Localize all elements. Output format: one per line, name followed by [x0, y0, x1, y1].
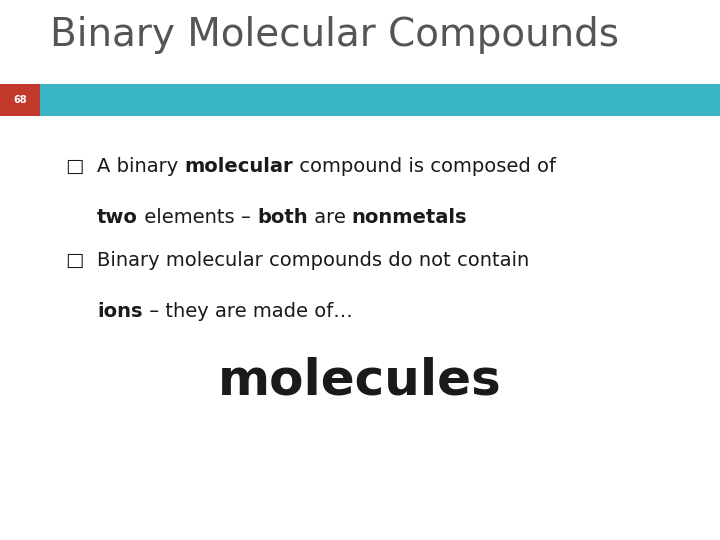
Text: compound is composed of: compound is composed of [293, 157, 557, 176]
Text: elements –: elements – [138, 208, 257, 227]
Text: 68: 68 [13, 95, 27, 105]
Text: Binary Molecular Compounds: Binary Molecular Compounds [50, 16, 619, 54]
Text: both: both [257, 208, 307, 227]
Text: two: two [97, 208, 138, 227]
Bar [40, 84, 720, 116]
Text: – they are made of…: – they are made of… [143, 302, 353, 321]
Text: molecular: molecular [185, 157, 293, 176]
Text: □: □ [65, 157, 84, 176]
Text: A binary: A binary [97, 157, 185, 176]
Text: molecules: molecules [218, 356, 502, 404]
Bar [0, 84, 40, 116]
Text: nonmetals: nonmetals [352, 208, 467, 227]
Text: are: are [307, 208, 352, 227]
Text: ions: ions [97, 302, 143, 321]
Text: Binary molecular compounds do not contain: Binary molecular compounds do not contai… [97, 251, 529, 270]
Text: □: □ [65, 251, 84, 270]
